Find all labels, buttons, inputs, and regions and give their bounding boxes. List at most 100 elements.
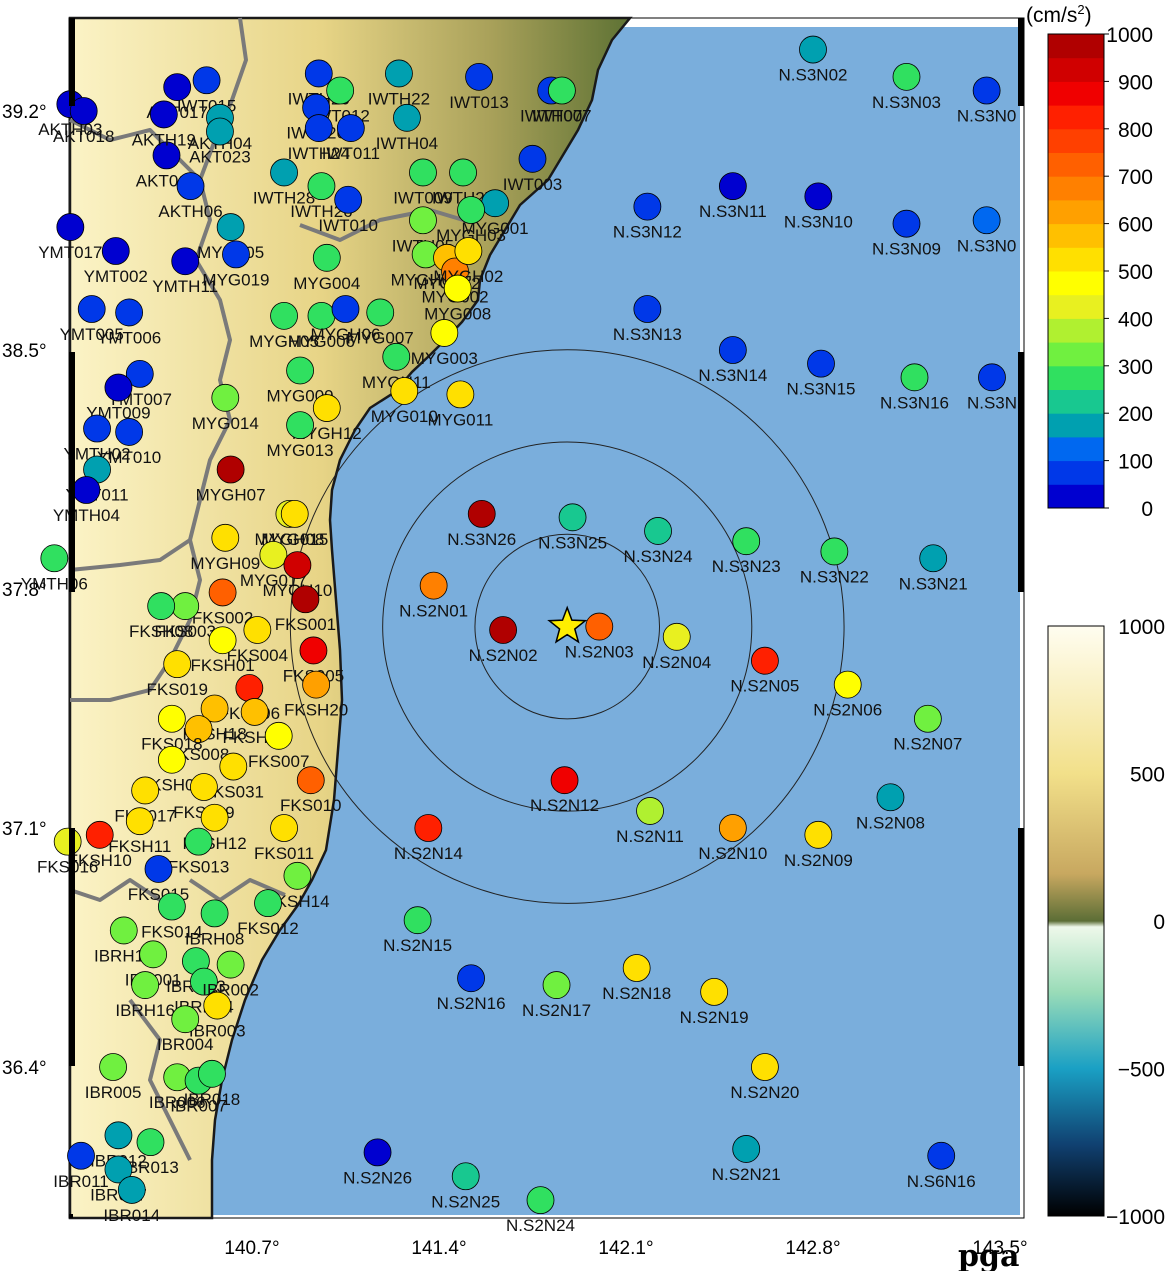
colorbar-segment	[1048, 247, 1104, 272]
station-marker	[264, 721, 293, 750]
station-marker	[633, 192, 662, 221]
station-marker	[662, 622, 691, 651]
topo-colorbar-labels: 1000 500 0 −500 −1000	[1106, 616, 1165, 1229]
station-label: N.S2N21	[712, 1165, 781, 1184]
station: IWTH04	[376, 103, 438, 153]
station: N.S3N10	[784, 182, 853, 231]
station-label: N.S3N10	[784, 212, 853, 231]
station-marker	[125, 807, 154, 836]
station: N.S2N11	[616, 797, 684, 846]
station-marker	[585, 612, 614, 641]
station-marker	[131, 971, 160, 999]
station-marker	[430, 319, 459, 347]
station: N.S2N10	[698, 814, 767, 863]
station-label: N.S2N08	[856, 813, 925, 832]
station-label: N.S2N18	[602, 984, 671, 1003]
station-marker	[382, 342, 411, 371]
pga-colorbar-label: 900	[1118, 71, 1153, 94]
station-label: MYG010	[371, 407, 438, 426]
station-label: YMT010	[97, 448, 161, 467]
station-label: N.S2N15	[383, 936, 452, 955]
station: N.S3N22	[800, 537, 869, 586]
station: MYGH05	[249, 301, 319, 351]
station-label: FKS002	[192, 608, 253, 627]
station-label: N.S2N01	[399, 602, 468, 621]
station-marker	[547, 76, 576, 105]
station-label: YMTH04	[53, 506, 120, 525]
station: IBR002	[202, 950, 259, 1000]
station-marker	[222, 240, 250, 269]
station-marker	[467, 499, 496, 528]
station: IBR003	[189, 991, 246, 1041]
station-marker	[804, 182, 833, 211]
pga-colorbar-label: 500	[1118, 261, 1153, 284]
station: N.S3N09	[872, 209, 941, 259]
station: IWT007	[532, 76, 592, 126]
station-marker	[919, 544, 948, 573]
station-label: MYG008	[424, 305, 491, 324]
station-marker	[240, 698, 269, 726]
station: N.S3N0	[957, 76, 1016, 126]
station-label: N.S2N16	[437, 994, 506, 1013]
station: FKSH10	[68, 820, 132, 870]
station-label: N.S3N23	[712, 557, 781, 576]
lon-tick-label: 142.8°	[785, 1238, 840, 1259]
station-label: FKS011	[254, 844, 314, 863]
station-marker	[526, 1186, 555, 1215]
station-marker	[211, 523, 240, 552]
station-label: N.S3N22	[800, 567, 869, 586]
station-label: FKS007	[248, 752, 309, 771]
longitude-tick-labels: 140.7° 141.4° 142.1° 142.8° 143.5°	[224, 1238, 1027, 1259]
station-label: N.S2N06	[813, 701, 882, 720]
station: MYG007	[347, 298, 414, 347]
station-label: MYG006	[288, 332, 355, 351]
station: N.S3N11	[699, 172, 767, 221]
station-marker	[157, 892, 186, 921]
station-marker	[419, 571, 448, 600]
station-marker	[443, 274, 472, 303]
colorbar-segment	[1048, 389, 1104, 414]
epicenter-star-icon	[547, 605, 588, 644]
station: N.S3N21	[899, 544, 968, 593]
station: MYG011	[427, 380, 493, 429]
station: N.S3N16	[880, 363, 949, 412]
station-marker	[216, 950, 245, 979]
station-marker	[820, 537, 849, 566]
station-markers: N.S3N02 N.S3N03 N.S3N0 N.S3N11 N.S3N10 N.S3N1…	[21, 35, 1017, 1235]
station: N.S3N	[967, 363, 1017, 412]
station: YMT002	[84, 237, 148, 286]
station: MYG014	[192, 383, 259, 433]
station-marker	[299, 636, 328, 665]
lon-tick-label: 140.7°	[224, 1238, 279, 1259]
station: MYG006	[288, 301, 355, 351]
station-label: IWTH04	[376, 134, 438, 153]
station-label: N.S2N11	[616, 827, 684, 846]
station-marker	[307, 172, 336, 201]
station: N.S3N15	[787, 349, 856, 399]
station-marker	[558, 503, 587, 532]
station-label: IBR014	[103, 1206, 160, 1225]
station-marker	[176, 172, 205, 201]
station-marker	[192, 66, 221, 95]
station-marker	[117, 1176, 146, 1204]
station-marker	[718, 336, 747, 364]
station-marker	[900, 363, 929, 392]
station-marker	[622, 954, 651, 982]
station-marker	[913, 704, 942, 733]
station-marker	[104, 373, 133, 402]
station-marker	[171, 592, 200, 620]
colorbar-segment	[1048, 318, 1104, 343]
station-label: FKSH11	[108, 837, 171, 856]
lon-tick-label: 143.5°	[972, 1238, 1027, 1259]
station-marker	[927, 1141, 956, 1170]
station: IBR011	[53, 1141, 109, 1191]
station: FKS018	[141, 704, 203, 754]
station: MYG013	[267, 411, 334, 460]
station-label: MYG004	[293, 274, 360, 293]
station: N.S2N06	[813, 670, 882, 720]
station-marker	[312, 394, 341, 422]
station-label: N.S2N02	[469, 646, 538, 665]
station-label: N.S3N21	[899, 574, 968, 593]
station: N.S2N17	[522, 971, 591, 1020]
station-marker	[457, 964, 485, 993]
